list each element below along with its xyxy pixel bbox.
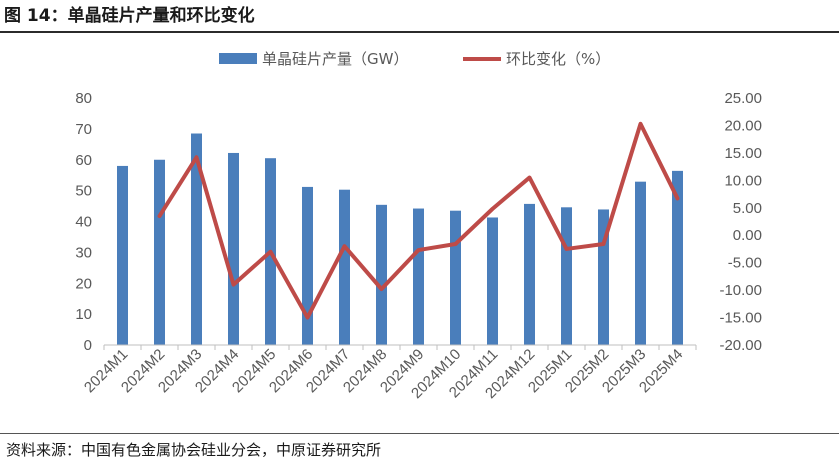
left-tick-label: 60 (75, 152, 92, 169)
line-point-2024M2 (158, 214, 161, 218)
line-point-2025M1 (565, 247, 568, 251)
right-axis: -20.00 -15.00 -10.00 -5.00 0.00 5.00 10.00 15.0… (719, 90, 762, 354)
left-tick-label: 20 (75, 275, 92, 292)
bar-series (117, 133, 683, 345)
line-point-2024M8 (380, 287, 383, 291)
right-tick-label: 20.00 (724, 117, 762, 134)
left-tick-label: 10 (75, 306, 92, 323)
bar-2024M3 (191, 133, 202, 345)
right-tick-label: 10.00 (724, 172, 762, 189)
bar-2025M3 (635, 181, 646, 345)
line-point-2025M2 (602, 242, 605, 246)
line-point-2024M3 (195, 155, 198, 159)
right-tick-label: 5.00 (733, 200, 762, 217)
line-point-2024M12 (528, 176, 531, 180)
bar-2024M10 (450, 210, 461, 345)
bar-2024M12 (524, 203, 535, 345)
line-point-2024M5 (269, 250, 272, 254)
right-tick-label: -5.00 (728, 255, 762, 272)
right-tick-label: 15.00 (724, 145, 762, 162)
bar-2025M4 (672, 170, 683, 345)
legend: 单晶硅片产量（GW） 环比变化（%） (219, 50, 610, 68)
right-tick-label: 25.00 (724, 90, 762, 107)
bar-2024M6 (302, 186, 313, 345)
line-point-2025M4 (676, 196, 679, 200)
bar-2024M7 (339, 189, 350, 345)
bar-2025M1 (561, 207, 572, 345)
line-point-2024M4 (232, 283, 235, 287)
line-point-2024M6 (306, 316, 309, 320)
right-tick-label: -20.00 (719, 337, 762, 354)
right-tick-label: -10.00 (719, 282, 762, 299)
x-axis: 2024M12024M22024M32024M42024M52024M62024… (81, 344, 697, 402)
source-note: 资料来源：中国有色金属协会硅业分会，中原证券研究所 (6, 441, 382, 459)
bar-2024M1 (117, 165, 128, 345)
legend-bar-swatch (219, 53, 257, 64)
line-point-2024M7 (343, 244, 346, 248)
left-tick-label: 70 (75, 121, 92, 138)
right-tick-label: 0.00 (733, 227, 762, 244)
left-tick-label: 80 (75, 90, 92, 107)
line-point-2025M3 (639, 122, 642, 126)
left-tick-label: 0 (84, 337, 92, 354)
right-tick-label: -15.00 (719, 310, 762, 327)
line-series (157, 121, 680, 320)
left-axis: 0 10 20 30 40 50 60 70 80 (75, 90, 92, 354)
title-divider (0, 31, 839, 33)
bar-2024M4 (228, 152, 239, 345)
bar-2024M11 (487, 217, 498, 345)
source-divider (0, 433, 839, 434)
bar-2024M9 (413, 208, 424, 345)
left-tick-label: 50 (75, 183, 92, 200)
line-point-2024M9 (417, 248, 420, 252)
line-point-2024M11 (491, 207, 494, 211)
left-tick-label: 40 (75, 214, 92, 231)
legend-line-label: 环比变化（%） (506, 50, 610, 68)
bar-2024M2 (154, 159, 165, 345)
line-point-2024M10 (454, 242, 457, 246)
figure-title: 图 14：单晶硅片产量和环比变化 (4, 6, 255, 26)
bar-2024M8 (376, 204, 387, 345)
bar-2025M2 (598, 209, 609, 345)
legend-bar-label: 单晶硅片产量（GW） (262, 50, 408, 68)
left-tick-label: 30 (75, 244, 92, 261)
